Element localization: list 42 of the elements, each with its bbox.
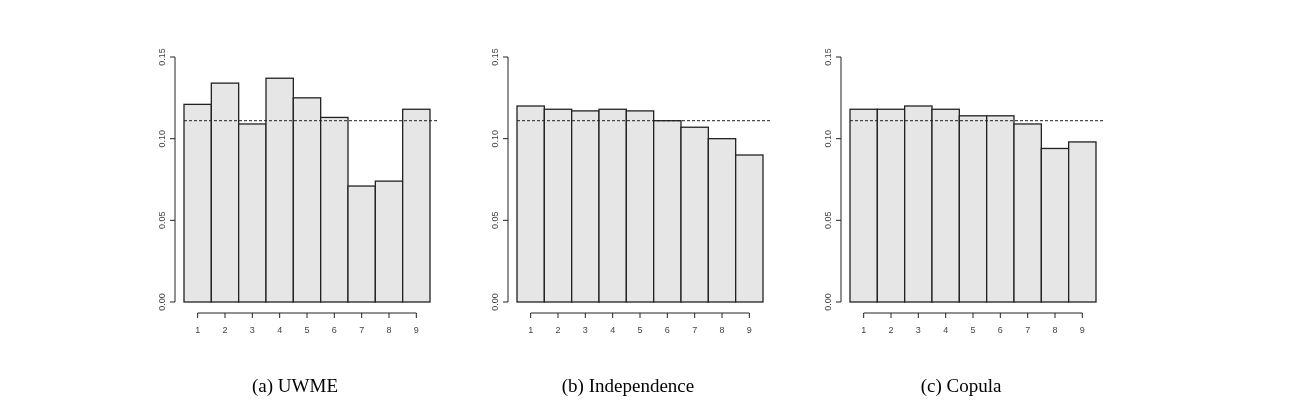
x-tick-label: 3 [915,325,921,335]
x-tick-label: 5 [970,325,976,335]
y-tick-label: 0.05 [823,211,833,230]
x-tick-label: 8 [386,325,392,335]
x-tick-label: 4 [943,325,949,335]
x-tick-label: 7 [1025,325,1031,335]
text: (a) UWME [252,375,338,397]
x-tick-label: 9 [1079,325,1085,335]
x-tick-label: 9 [413,325,419,335]
y-tick-label: 0.00 [490,293,500,311]
x-tick-label: 2 [222,325,228,335]
x-tick-label: 2 [888,325,894,335]
x-tick-label: 3 [582,325,588,335]
x-tick-label: 3 [249,325,255,335]
x-tick-label: 1 [195,325,201,335]
text: (c) Copula [920,375,1002,397]
x-tick-label: 1 [861,325,867,335]
y-tick-label: 0.05 [490,211,500,230]
x-tick-label: 4 [277,325,283,335]
x-tick-label: 8 [719,325,725,335]
x-tick-label: 7 [359,325,365,335]
x-tick-label: 2 [555,325,561,335]
x-tick-label: 6 [664,325,670,335]
text: (b) Independence [561,375,695,397]
x-tick-label: 9 [746,325,752,335]
y-tick-label: 0.00 [157,293,167,311]
x-tick-label: 6 [331,325,337,335]
y-tick-label: 0.00 [823,293,833,311]
y-tick-label: 0.10 [490,129,500,148]
x-tick-label: 7 [692,325,698,335]
x-tick-label: 5 [637,325,643,335]
x-tick-label: 4 [610,325,616,335]
x-tick-label: 1 [528,325,534,335]
y-tick-label: 0.15 [490,48,500,66]
y-tick-label: 0.10 [823,129,833,148]
y-tick-label: 0.15 [157,48,167,66]
y-tick-label: 0.05 [157,211,167,230]
x-tick-label: 8 [1052,325,1058,335]
y-tick-label: 0.15 [823,48,833,66]
x-tick-label: 6 [997,325,1003,335]
x-tick-label: 5 [304,325,310,335]
y-tick-label: 0.10 [157,129,167,148]
